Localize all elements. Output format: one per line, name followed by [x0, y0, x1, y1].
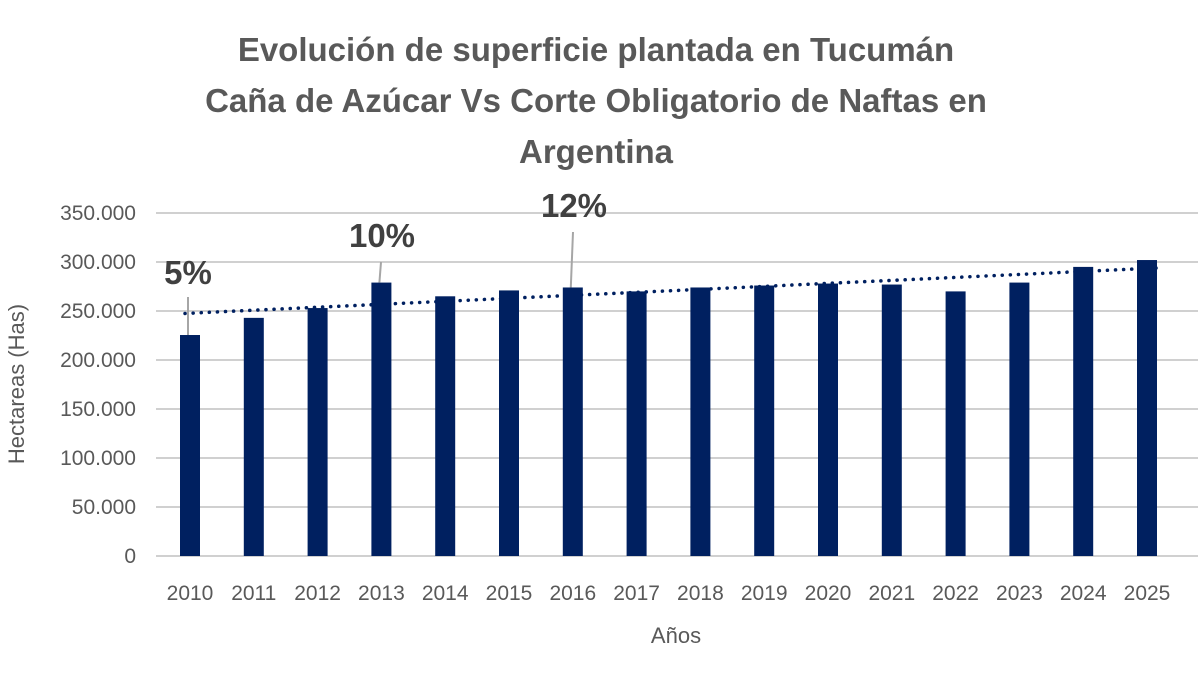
annotation-leader-line: [569, 231, 574, 288]
x-tick-label: 2017: [613, 582, 660, 605]
bar-2014: [435, 296, 456, 556]
trendline: [183, 266, 1161, 316]
chart-title-line-3: Argentina: [519, 133, 674, 170]
bar-2010: [180, 335, 200, 556]
x-axis-label: Años: [651, 623, 701, 648]
bar-2018: [690, 287, 711, 556]
bar-2024: [1073, 266, 1094, 556]
x-tick-label: 2010: [167, 582, 214, 605]
annotation-leader-line: [378, 261, 382, 283]
bar-2016: [562, 287, 583, 556]
bar-2015: [499, 290, 519, 556]
x-tick-label: 2018: [677, 582, 724, 605]
x-tick-label: 2016: [549, 582, 596, 605]
x-tick-label: 2021: [868, 582, 915, 605]
annotation-label: 10%: [349, 217, 415, 254]
y-tick-label: 150.000: [60, 398, 136, 421]
bar-2017: [626, 291, 647, 556]
bar-2023: [1009, 282, 1030, 556]
y-tick-label: 300.000: [60, 251, 136, 274]
annotation-label: 12%: [541, 187, 607, 224]
x-tick-label: 2020: [805, 582, 852, 605]
x-tick-label: 2013: [358, 582, 405, 605]
chart-title-line-2: Caña de Azúcar Vs Corte Obligatorio de N…: [205, 82, 987, 119]
x-tick-label: 2015: [486, 582, 533, 605]
y-tick-label: 0: [124, 545, 136, 568]
y-tick-label: 50.000: [72, 496, 136, 519]
bar-2020: [818, 283, 838, 556]
x-tick-label: 2022: [932, 582, 979, 605]
bar-2013: [371, 282, 392, 556]
bar-2025: [1137, 260, 1157, 556]
x-tick-label: 2012: [294, 582, 341, 605]
bar-2019: [754, 285, 775, 556]
x-tick-label: 2019: [741, 582, 788, 605]
x-tick-label: 2025: [1124, 582, 1171, 605]
x-tick-label: 2011: [231, 582, 276, 605]
y-tick-label: 250.000: [60, 300, 136, 323]
x-tick-label: 2014: [422, 582, 469, 605]
y-tick-label: 350.000: [60, 202, 136, 225]
x-tick-label: 2024: [1060, 582, 1107, 605]
bar-2011: [243, 317, 264, 556]
y-axis-label: Hectareas (Has): [4, 304, 29, 464]
y-tick-label: 100.000: [60, 447, 136, 470]
bar-2012: [307, 308, 328, 556]
bar-2021: [881, 284, 902, 556]
x-tick-label: 2023: [996, 582, 1043, 605]
annotation-label: 5%: [164, 254, 212, 291]
bar-2022: [945, 291, 966, 556]
chart-title: Evolución de superficie plantada en Tucu…: [205, 31, 987, 170]
chart-title-line-1: Evolución de superficie plantada en Tucu…: [238, 31, 954, 68]
y-tick-label: 200.000: [60, 349, 136, 372]
